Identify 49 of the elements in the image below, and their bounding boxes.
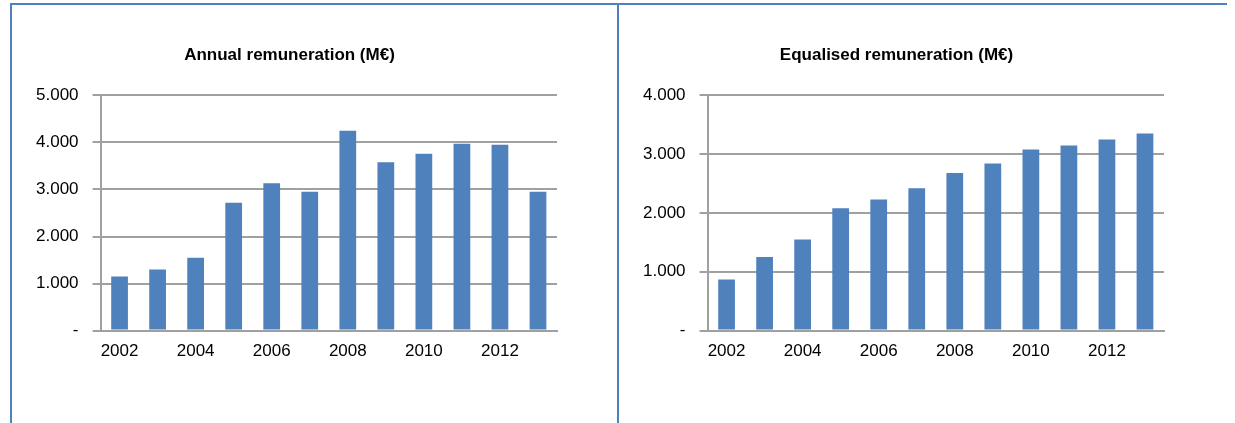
bar <box>529 191 547 330</box>
x-tick-label: 2004 <box>176 341 215 361</box>
y-tick-label: 1.000 <box>35 273 79 293</box>
bar <box>415 153 433 330</box>
bar <box>491 144 509 330</box>
bar <box>718 279 735 330</box>
x-tick-label: 2010 <box>1011 341 1050 361</box>
x-tick-label: 2008 <box>328 341 367 361</box>
x-tick-label: 2002 <box>100 341 139 361</box>
y-tick-label: 4.000 <box>642 85 686 105</box>
y-tick-label: 2.000 <box>642 202 686 222</box>
bar <box>453 143 471 330</box>
bar <box>149 269 166 330</box>
bar <box>870 199 888 330</box>
y-tick-label: 2.000 <box>35 226 79 246</box>
bar <box>946 173 964 330</box>
bar <box>1136 133 1154 330</box>
bar <box>111 276 128 330</box>
bar <box>908 188 926 330</box>
x-tick-label: 2008 <box>935 341 974 361</box>
x-tick-label: 2002 <box>707 341 746 361</box>
x-tick-label: 2004 <box>783 341 822 361</box>
y-tick-label: 5.000 <box>35 85 79 105</box>
bar <box>225 202 243 330</box>
x-tick-label: 2012 <box>1088 341 1126 361</box>
y-tick-label: 3.000 <box>642 143 686 163</box>
bar <box>1022 149 1040 330</box>
x-tick-label: 2006 <box>859 341 898 361</box>
bar <box>187 257 205 330</box>
bar <box>794 239 812 330</box>
x-tick-label: 2012 <box>481 341 519 361</box>
chart-title: Annual remuneration (M€) <box>184 44 395 64</box>
chart-title: Equalised remuneration (M€) <box>779 44 1014 64</box>
y-tick-label: 1.000 <box>642 261 686 281</box>
bar <box>339 130 357 330</box>
y-tick-label: - <box>72 320 79 340</box>
x-tick-label: 2010 <box>404 341 443 361</box>
bar <box>1060 145 1078 330</box>
y-tick-label: 4.000 <box>35 132 79 152</box>
bar <box>756 257 773 330</box>
bar <box>301 191 319 330</box>
bar <box>832 208 850 330</box>
bar <box>377 162 395 330</box>
y-tick-label: 3.000 <box>35 179 79 199</box>
bar <box>1098 139 1116 330</box>
bar <box>263 183 281 330</box>
bar <box>984 163 1002 330</box>
x-tick-label: 2006 <box>252 341 291 361</box>
y-tick-label: - <box>679 320 686 340</box>
